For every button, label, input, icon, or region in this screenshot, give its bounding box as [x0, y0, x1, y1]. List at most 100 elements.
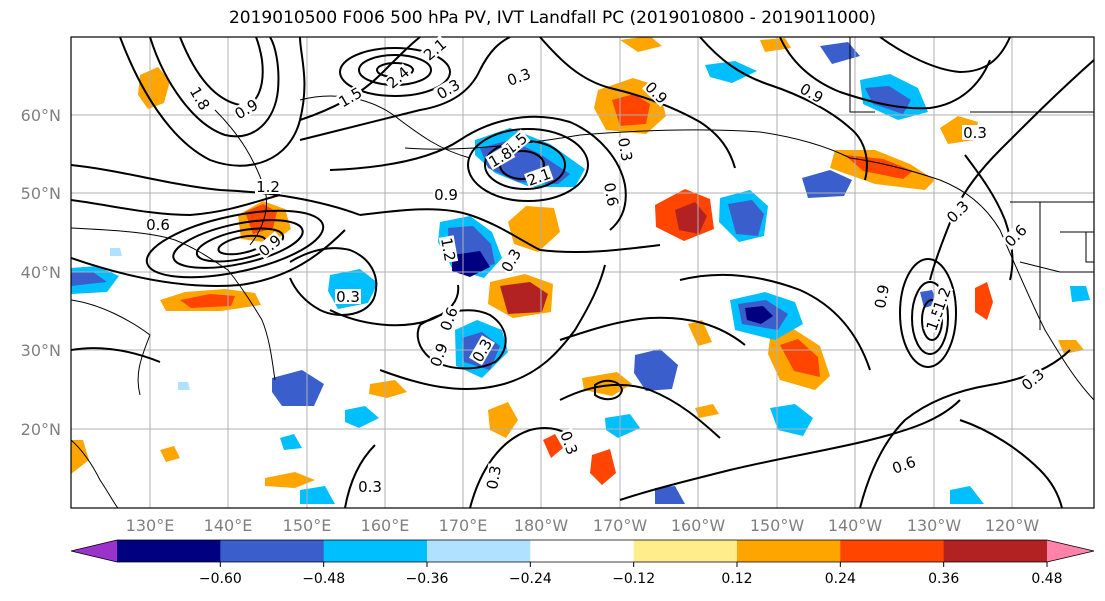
positive-anomaly: [780, 339, 820, 377]
contour-label-background: [335, 83, 366, 110]
contour-label-background: [468, 335, 495, 366]
negative-anomaly: [950, 486, 984, 504]
colorbar-high-extend: [1047, 540, 1094, 562]
contour-label: 0.3: [614, 136, 636, 163]
contour-label: 1.2: [256, 178, 280, 196]
negative-anomaly: [745, 306, 773, 324]
colorbar-swatch: [840, 540, 945, 562]
contour-label-background: [889, 453, 919, 477]
longitude-label: 180°W: [514, 516, 569, 535]
contour-label: 1.2: [437, 236, 459, 263]
contour-label-background: [145, 217, 171, 232]
colorbar-tick-label: 0.36: [928, 571, 959, 587]
negative-anomaly: [345, 406, 379, 428]
negative-anomaly: [110, 248, 122, 256]
positive-anomaly: [760, 38, 791, 52]
colorbar-swatch: [117, 540, 221, 562]
positive-anomaly: [369, 380, 407, 398]
contour-label-background: [601, 180, 622, 209]
positive-anomaly: [543, 434, 563, 458]
contour-label-background: [254, 231, 285, 260]
contour-label-background: [504, 65, 534, 89]
contour-label-background: [255, 179, 281, 194]
longitude-label: 170°W: [593, 516, 648, 535]
contour-label-background: [231, 95, 262, 122]
positive-anomaly: [675, 202, 707, 234]
longitude-label: 160°E: [361, 516, 410, 535]
contour-label: 0.6: [146, 216, 170, 234]
colorbar-tick-label: −0.12: [612, 571, 655, 587]
latitude-label: 20°N: [21, 420, 61, 439]
positive-anomaly: [138, 67, 170, 109]
colorbar-tick-label: 0.12: [721, 571, 752, 587]
latitude-label: 30°N: [21, 341, 61, 360]
contour-label-background: [382, 63, 413, 92]
negative-anomaly: [605, 414, 640, 438]
colorbar-swatch: [943, 540, 1048, 562]
latitude-label: 50°N: [21, 184, 61, 203]
longitude-label: 160°W: [671, 516, 726, 535]
contour-label-background: [871, 282, 892, 311]
contour-label: 0.9: [871, 283, 893, 310]
contour-label-background: [497, 245, 524, 276]
longitude-label: 120°W: [985, 516, 1040, 535]
negative-anomaly: [655, 486, 685, 504]
contour-label-background: [419, 35, 450, 64]
positive-anomaly: [71, 440, 89, 474]
contour-label: 0.6: [600, 181, 622, 208]
latitude-label: 40°N: [21, 263, 61, 282]
positive-anomaly: [975, 282, 993, 320]
map-title: 2019010500 F006 500 hPa PV, IVT Landfall…: [228, 8, 876, 28]
contour-label: 0.3: [336, 288, 360, 306]
gridlines: [71, 37, 1094, 508]
contour-label-background: [930, 284, 954, 314]
negative-anomaly: [71, 272, 107, 286]
positive-anomaly: [160, 446, 180, 462]
longitude-label: 130°E: [126, 516, 175, 535]
colorbar-tick-label: 0.48: [1031, 571, 1062, 587]
positive-anomaly: [500, 282, 548, 314]
contour-label: 0.3: [963, 124, 987, 142]
positive-anomaly: [180, 294, 235, 308]
contour-label-background: [1017, 365, 1048, 394]
positive-anomaly: [620, 37, 662, 52]
longitude-label: 130°W: [907, 516, 962, 535]
contour-label-background: [485, 143, 516, 170]
negative-anomaly: [634, 349, 678, 391]
colorbar-tick-label: 0.24: [825, 571, 856, 587]
negative-anomaly: [280, 434, 302, 450]
positive-anomaly: [265, 472, 315, 488]
contour-label-background: [641, 78, 671, 108]
colorbar-swatch: [530, 540, 635, 562]
colorbar-tick-label: −0.48: [302, 571, 345, 587]
contour-label-background: [187, 83, 214, 114]
contour-label-background: [335, 289, 361, 304]
longitude-label: 150°W: [750, 516, 805, 535]
longitude-label: 140°W: [828, 516, 883, 535]
colorbar-tick-label: −0.60: [199, 571, 242, 587]
negative-anomaly: [1070, 286, 1090, 302]
map-frame-border: [70, 36, 1095, 509]
positive-anomaly: [845, 155, 913, 179]
latitude-label: 60°N: [21, 106, 61, 125]
negative-anomaly: [272, 370, 324, 406]
positive-anomaly: [612, 94, 650, 126]
positive-anomaly: [590, 449, 616, 485]
contour-label: 0.3: [483, 464, 505, 491]
negative-anomaly: [300, 486, 335, 504]
contour-label-background: [557, 428, 581, 458]
colorbar-swatch: [737, 540, 841, 562]
negative-anomaly: [452, 251, 490, 277]
positive-anomaly: [695, 404, 719, 418]
contour-label-background: [427, 340, 451, 370]
contour-label-background: [483, 463, 504, 492]
contour-label-background: [433, 75, 464, 102]
longitude-labels: 130°E 140°E 150°E 160°E 170°E 180°W 170°W 160°W…: [126, 516, 1040, 535]
contour-label: 0.9: [434, 186, 458, 204]
colorbar-swatch: [323, 540, 428, 562]
colorbar-outline: [70, 539, 1095, 563]
contour-label-background: [1001, 221, 1031, 251]
colorbar-swatch: [427, 540, 531, 562]
latitude-labels: 60°N 50°N 40°N 30°N 20°N: [21, 106, 61, 439]
